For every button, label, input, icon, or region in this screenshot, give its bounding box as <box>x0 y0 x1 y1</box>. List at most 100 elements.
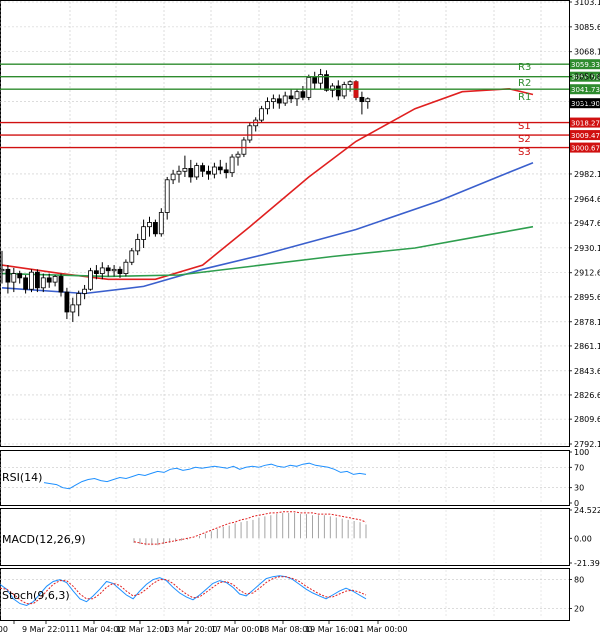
candle <box>152 219 158 237</box>
pivot-level-price-tag <box>570 117 600 128</box>
candle-body-bear <box>94 270 99 274</box>
candle <box>282 91 288 106</box>
candle <box>276 94 282 109</box>
sub-tick-label: 80 <box>574 576 584 585</box>
candle <box>99 262 105 280</box>
time-tick-label: 21 Mar 00:00 <box>354 625 407 634</box>
price-tick-label: 2912.60 <box>574 269 600 278</box>
time-tick-label: 18 Mar 08:00 <box>259 625 312 634</box>
candle-body-bear <box>17 273 23 279</box>
candle-body-bull <box>211 166 217 175</box>
candle-body-bull <box>365 98 371 103</box>
pivot-level-price-tag <box>570 130 600 141</box>
time-tick-label: 19 Mar 16:00 <box>305 625 358 634</box>
pivot-level-price: 3009.47 <box>571 132 600 140</box>
candle <box>164 176 170 220</box>
candle-body-bear <box>300 91 306 98</box>
candle-body-bull <box>318 74 324 84</box>
candle-body-bear <box>105 267 111 272</box>
macd-axis: 24.522 0.00 -21.399 <box>569 506 600 568</box>
pivot-level-price: 3000.67 <box>571 145 600 153</box>
candle <box>324 70 329 92</box>
current-price-label: 3031.90 <box>571 100 600 108</box>
candle-body-bear <box>359 96 365 103</box>
candle-body-bear <box>276 98 282 104</box>
candle-body-bull <box>182 168 188 172</box>
price-tick-label: 2930.10 <box>574 244 600 253</box>
candle-body-bull <box>29 271 34 290</box>
candle <box>217 159 223 175</box>
candle-body-bear <box>206 170 211 175</box>
stoch-grid <box>0 570 542 618</box>
candle-body-bull <box>347 81 353 85</box>
pivot-levels: 3059.33 3050.53 3041.73 3018.27 3009.47 3000.… <box>0 59 600 158</box>
price-tick-label: 2982.10 <box>574 170 600 179</box>
candle <box>265 97 270 115</box>
sub-tick-label: 0.00 <box>574 534 592 543</box>
candle <box>176 165 182 183</box>
candle <box>70 297 76 322</box>
pivot-level-label: S2 <box>518 134 531 145</box>
candle-body-bull <box>265 101 270 110</box>
rsi-line <box>0 462 569 490</box>
macd-panel-frame <box>0 508 570 566</box>
candle-body-bull <box>270 98 276 103</box>
candle-body-bear <box>58 276 64 293</box>
pivot-level-price: 3041.73 <box>571 86 600 94</box>
sub-tick-label: 0 <box>574 499 579 508</box>
main-price-panel: 3059.33 3050.53 3041.73 3018.27 3009.47 3000.… <box>0 0 600 449</box>
candle-body-bull <box>229 156 235 174</box>
time-tick-label: 6:00 <box>0 625 8 634</box>
time-tick-label: 12 Mar 12:00 <box>116 625 169 634</box>
candle <box>247 122 253 143</box>
stoch-signal-path <box>0 576 367 605</box>
candle-body-bear <box>35 271 40 289</box>
candle-body-bull <box>247 125 253 141</box>
candle <box>206 165 211 180</box>
price-tick-label: 2843.60 <box>574 367 600 376</box>
moving-average-line <box>1 161 534 295</box>
candle <box>200 162 206 177</box>
main-panel-frame <box>0 0 570 447</box>
candle-body-bull <box>235 153 241 158</box>
candle-body-bear <box>312 77 318 84</box>
price-tick-label: 2964.60 <box>574 195 600 204</box>
pivot-level-price: 3050.53 <box>571 74 600 82</box>
sub-tick-label: 24.522 <box>574 506 600 515</box>
stoch-lines <box>0 575 569 609</box>
pivot-level-price-tag <box>570 71 600 82</box>
candle <box>341 81 347 99</box>
candle-body-bull <box>123 261 129 274</box>
candle <box>88 267 93 291</box>
candle <box>170 169 176 185</box>
candle-body-bull <box>306 77 312 98</box>
price-tick-label: 2826.60 <box>574 391 600 400</box>
sub-tick-label: 30 <box>574 484 584 493</box>
candle <box>11 267 17 293</box>
stoch-title: Stoch(9,6,3) <box>2 589 70 602</box>
candle <box>194 162 200 180</box>
rsi-panel-frame <box>0 450 570 506</box>
candle <box>64 287 70 320</box>
candle-body-bear <box>200 165 206 172</box>
candle-body-bear <box>117 268 123 274</box>
time-tick-label: 13 Mar 20:00 <box>164 625 217 634</box>
candle-body-bull <box>259 108 265 121</box>
candle <box>135 233 141 256</box>
candle <box>270 94 276 109</box>
sub-tick-label: -21.399 <box>574 559 600 568</box>
candle-body-bull <box>76 293 82 306</box>
candle <box>223 162 229 179</box>
pivot-level-price-tag <box>570 142 600 153</box>
stoch-axis: 80 20 <box>569 576 584 613</box>
pivot-level-price: 3018.27 <box>571 120 600 128</box>
candle <box>5 265 11 294</box>
candle-body-bull <box>341 84 347 97</box>
candle-body-bull <box>40 277 46 289</box>
price-tick-label: 3103.10 <box>574 0 600 7</box>
pivot-level-label: R2 <box>518 78 531 89</box>
candle-body-bear <box>223 169 229 174</box>
candle <box>111 265 117 277</box>
candle <box>23 275 29 294</box>
